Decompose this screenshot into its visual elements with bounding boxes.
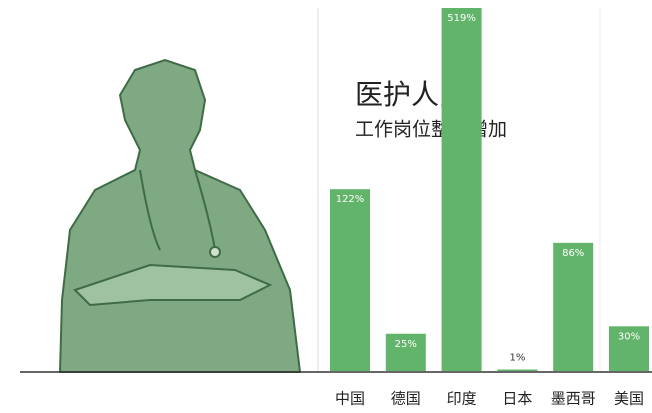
bar	[441, 8, 482, 371]
value-label: 1%	[509, 353, 525, 364]
chart-subtitle: 工作岗位整体增加	[355, 119, 507, 141]
value-label: 30%	[618, 331, 640, 342]
value-label: 25%	[395, 339, 417, 350]
x-tick-label: 美国	[614, 390, 644, 408]
bar	[609, 326, 649, 371]
value-label: 519%	[447, 13, 476, 24]
bar	[330, 189, 370, 371]
value-label: 86%	[562, 248, 584, 259]
x-tick-label: 墨西哥	[551, 390, 596, 408]
bar	[497, 369, 538, 371]
bar	[553, 242, 594, 371]
bars	[330, 8, 649, 371]
x-tick-label: 中国	[335, 390, 365, 408]
x-tick-label: 印度	[447, 390, 477, 408]
nurse-illustration	[58, 58, 302, 373]
x-tick-label: 日本	[502, 390, 532, 408]
bar	[385, 333, 426, 371]
value-label: 122%	[336, 194, 365, 205]
x-tick-label: 德国	[391, 390, 421, 408]
